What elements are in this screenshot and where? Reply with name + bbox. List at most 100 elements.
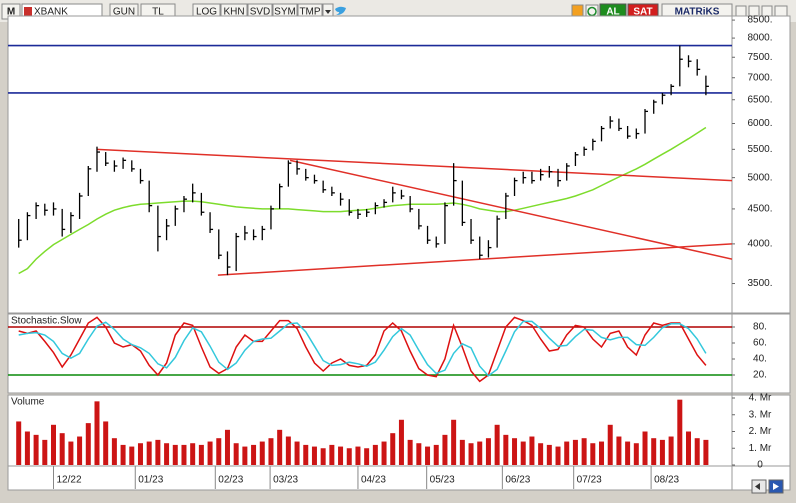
y-tick-label: 40. [753,354,767,365]
x-tick-label: 04/23 [361,475,386,486]
bar [311,446,317,465]
volume-plot [16,399,709,465]
y-tick-label: 3. Mr [749,409,772,420]
bar [155,439,161,465]
bar [233,443,239,465]
bar [581,438,587,465]
bar [50,424,56,465]
nav-arrow [773,483,779,490]
toolbar-button-label: TMP [299,7,320,18]
bar [338,446,344,465]
twitter-icon[interactable] [335,6,346,15]
x-tick-label: 07/23 [577,475,602,486]
window-icon[interactable] [774,5,788,18]
x-tick-label: 03/23 [273,475,298,486]
bar [120,444,126,465]
y-tick-label: 7500. [747,52,772,63]
bar [242,446,248,465]
bar [303,444,309,465]
window-icon[interactable] [735,5,747,18]
line-series [18,126,707,275]
bar [668,436,674,465]
line-series [18,320,707,377]
bar [564,441,570,465]
price-plot [8,44,732,276]
bar [572,439,578,465]
toolbar-button-label: GUN [113,7,135,18]
stochastic-panel [7,313,791,394]
bar [451,419,457,465]
y-tick-label: 20. [753,370,767,381]
sell-label: SAT [633,7,652,18]
bar [503,434,509,465]
bar [659,439,665,465]
bar [485,438,491,465]
bar [381,441,387,465]
bar [346,448,352,465]
bar [33,434,39,465]
bar [59,433,65,465]
bar [364,448,370,465]
x-tick-label: 12/22 [56,475,81,486]
bar [494,424,500,465]
bar [372,444,378,465]
toolbar-button-label: SYM [274,7,296,18]
bar [251,444,257,465]
bar [103,421,109,465]
bar [633,443,639,465]
bar [407,439,413,465]
bar [686,431,692,465]
toolbar-button-label: SVD [250,7,271,18]
bar [207,441,213,465]
y-tick-label: 5500. [747,144,772,155]
y-tick-label: 1. Mr [749,443,772,454]
nav-arrow [755,483,760,490]
bar [529,436,535,465]
toolbar-button-label: LOG [196,7,217,18]
bar [590,443,596,465]
bar [459,439,465,465]
bar [520,441,526,465]
y-tick-label: 4000. [747,239,772,250]
bar [224,429,230,465]
menu-label: M [7,7,15,18]
toolbar-button-label: KHN [223,7,244,18]
bar [477,441,483,465]
bar [172,444,178,465]
bar [181,444,187,465]
bar [355,446,361,465]
bar [320,448,326,465]
y-tick-label: 8000. [747,33,772,44]
symbol: XBANK [34,7,68,18]
bar [642,431,648,465]
bar [416,443,422,465]
x-tick-label: 06/23 [505,475,530,486]
bar [390,433,396,465]
toolbar-button-label: TL [152,7,164,18]
y-tick-label: 60. [753,338,767,349]
bar [433,444,439,465]
buy-label: AL [606,7,619,18]
y-tick-label: 8500. [747,15,772,26]
y-tick-label: 5000. [747,172,772,183]
bar [190,443,196,465]
x-tick-label: 05/23 [430,475,455,486]
bar [512,438,518,465]
bar [599,441,605,465]
x-tick-label: 02/23 [218,475,243,486]
bar [111,438,117,465]
y-tick-label: 6000. [747,118,772,129]
bar [398,419,404,465]
trend-line [96,148,732,182]
bar [442,434,448,465]
x-tick-label: 08/23 [654,475,679,486]
bar [129,446,135,465]
x-axis-strip [7,465,791,491]
x-tick-label: 01/23 [138,475,163,486]
bar [137,443,143,465]
bar [625,441,631,465]
bar [703,439,709,465]
y-tick-label: 2. Mr [749,426,772,437]
